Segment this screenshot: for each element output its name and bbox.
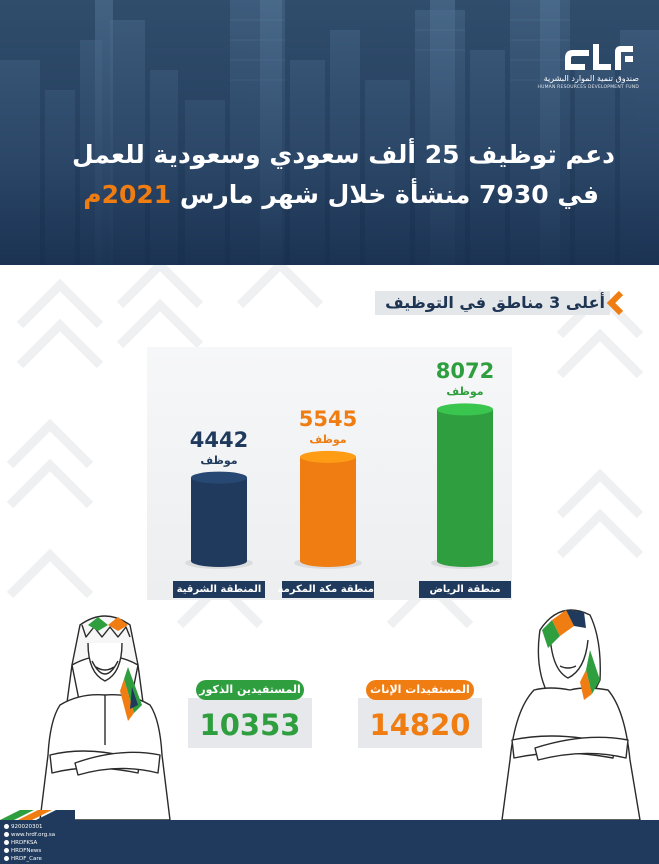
globe-icon: [4, 832, 9, 837]
stat-value-females: 14820: [369, 708, 471, 742]
footer-contact-row[interactable]: 920020301: [4, 823, 43, 830]
stat-card-females: المستفيدات الإناث 14820: [358, 680, 482, 750]
footer-accent-shapes: [0, 810, 75, 820]
bar-unit-label: موظف: [309, 432, 347, 446]
bar-base: [191, 555, 247, 567]
page-title-line2: في 7930 منشأة خلال شهر مارس 2021م: [39, 180, 599, 209]
footer-contact-row[interactable]: HRDFNews: [4, 847, 41, 854]
bar-body: [191, 477, 247, 561]
title-year-highlight: 2021م: [83, 180, 172, 209]
bar-cap: [300, 450, 356, 463]
woman-illustration: [501, 609, 641, 820]
footer-contact-text: www.hrdf.org.sa: [11, 831, 56, 838]
stat-card-males: المستفيدين الذكور 10353: [188, 680, 312, 750]
bar-cap: [437, 403, 493, 416]
bar-category-label: المنطقة الشرقية: [173, 581, 265, 598]
bar-body: [437, 409, 493, 561]
bar-body: [300, 456, 356, 561]
chevron-left-icon: [606, 290, 624, 316]
twitter-icon: [4, 856, 9, 861]
stat-card-background: [358, 698, 482, 748]
stat-value-males: 10353: [199, 708, 301, 742]
stat-label-males: المستفيدين الذكور: [196, 680, 304, 700]
bar-3: [185, 471, 253, 569]
bar-1: [431, 403, 499, 569]
footer-bar: 920020301 www.hrdf.org.sa HRDFKSA HRDFNews H…: [0, 820, 659, 864]
chart-canvas: [185, 403, 499, 569]
bar-2: [294, 450, 362, 569]
regions-chart: 8072 موظف منطقة الرياض 5545 موظف منطقة مكة ال…: [147, 347, 512, 600]
bar-category-label: منطقة مكة المكرمة: [278, 581, 374, 598]
logo-subtitle: HUMAN RESOURCES DEVELOPMENT FUND: [537, 85, 639, 90]
section-heading: أعلى 3 مناطق في التوظيف: [375, 289, 625, 317]
hrdf-logo-mark: [565, 44, 633, 70]
header-banner: صندوق تنمية الموارد البشرية HUMAN RESOUR…: [0, 0, 659, 265]
footer-contact-text: HRDFNews: [11, 847, 42, 854]
bar-unit-label: موظف: [200, 453, 238, 467]
twitter-icon: [4, 840, 9, 845]
bar-unit-label: موظف: [446, 385, 484, 399]
logo-name: صندوق تنمية الموارد البشرية: [543, 74, 639, 83]
bar-cap: [191, 471, 247, 484]
header-overlay: [0, 0, 659, 265]
stat-label-females: المستفيدات الإناث: [366, 680, 474, 700]
whatsapp-icon: [4, 824, 9, 829]
page-title-line1: دعم توظيف 25 ألف سعودي وسعودية للعمل: [71, 140, 615, 169]
section-heading-text: أعلى 3 مناطق في التوظيف: [385, 293, 605, 312]
footer-contact-row[interactable]: HRDFKSA: [4, 839, 37, 846]
bar-value-label: 8072: [435, 359, 495, 384]
bar-base: [437, 555, 493, 567]
twitter-icon: [4, 848, 9, 853]
footer-contact-text: 920020301: [11, 823, 43, 830]
bar-category-label: منطقة الرياض: [419, 581, 511, 598]
footer-contact-row[interactable]: www.hrdf.org.sa: [4, 831, 55, 838]
hrdf-logo: صندوق تنمية الموارد البشرية HUMAN RESOUR…: [529, 40, 639, 95]
bar-value-label: 5545: [298, 406, 358, 431]
man-illustration: [39, 615, 171, 820]
section-heading-background: [375, 291, 610, 315]
footer-contact-text: HRDF_Care: [11, 855, 42, 862]
bar-value-label: 4442: [189, 427, 249, 452]
title-line2-text: في 7930 منشأة خلال شهر مارس: [171, 180, 599, 209]
footer-contact-text: HRDFKSA: [11, 839, 38, 846]
footer-contact-row[interactable]: HRDF_Care: [4, 855, 42, 862]
stat-card-background: [188, 698, 312, 748]
bar-base: [300, 555, 356, 567]
